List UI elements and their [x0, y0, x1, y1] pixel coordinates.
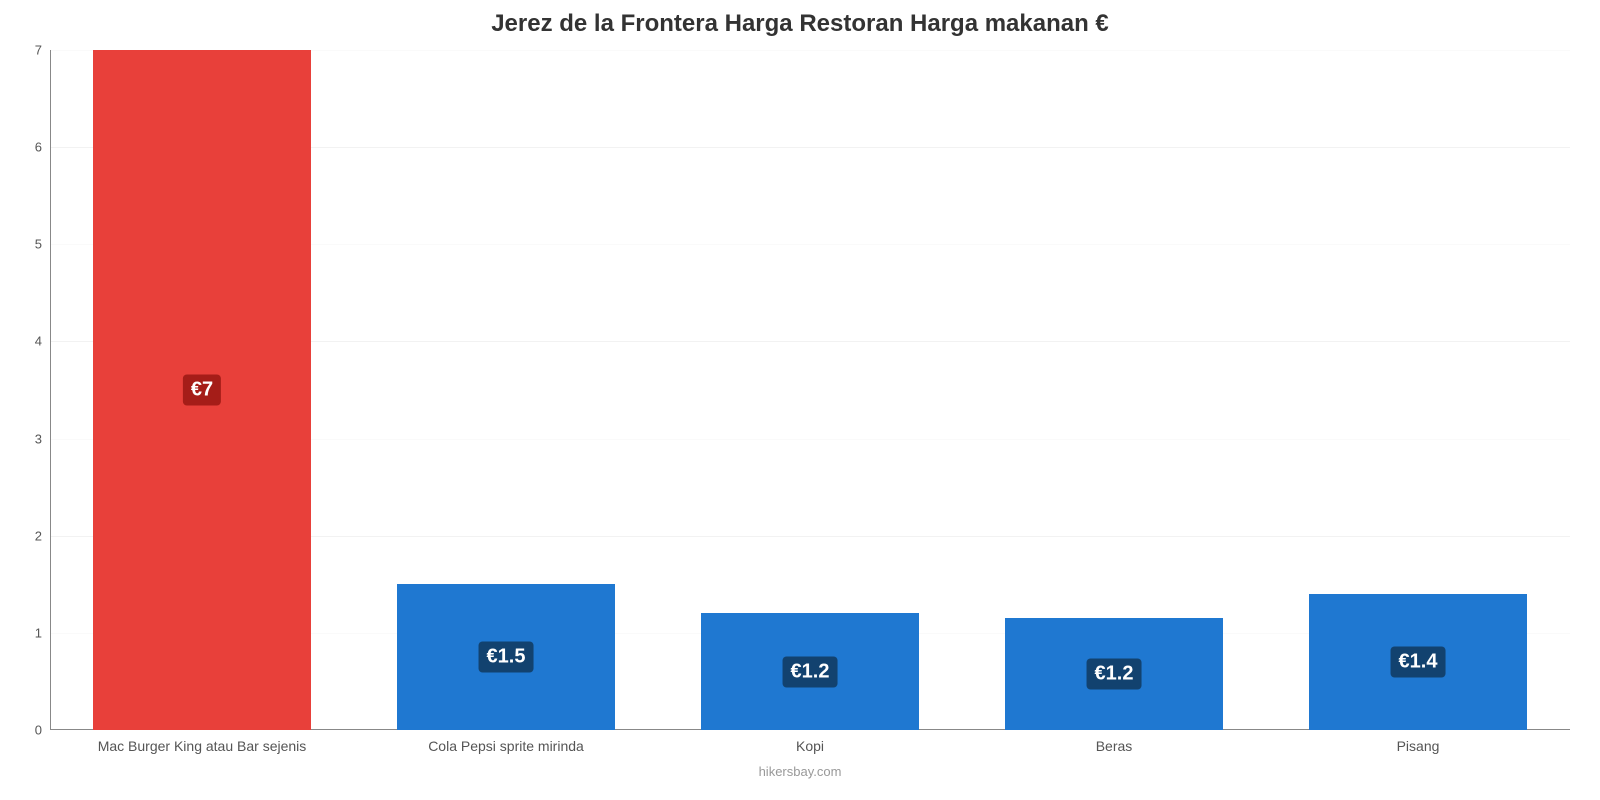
x-axis-labels: Mac Burger King atau Bar sejenisCola Pep… [50, 738, 1570, 754]
chart-container: Jerez de la Frontera Harga Restoran Harg… [0, 0, 1600, 800]
y-tick-label: 3 [35, 431, 50, 446]
y-tick-label: 6 [35, 140, 50, 155]
y-tick-label: 7 [35, 43, 50, 58]
bar-slot: €1.5 [354, 50, 658, 730]
y-tick-label: 0 [35, 723, 50, 738]
bar-slot: €1.2 [658, 50, 962, 730]
bar-value-label: €1.2 [783, 656, 838, 687]
bars-layer: €7 €1.5 €1.2 €1.2 €1.4 [50, 50, 1570, 730]
chart-credit: hikersbay.com [0, 764, 1600, 779]
x-tick-label: Beras [962, 738, 1266, 754]
bar-slot: €7 [50, 50, 354, 730]
bar-value-label: €1.2 [1087, 659, 1142, 690]
bar-value-label: €1.5 [479, 642, 534, 673]
bar-slot: €1.2 [962, 50, 1266, 730]
y-tick-label: 1 [35, 625, 50, 640]
y-tick-label: 4 [35, 334, 50, 349]
x-tick-label: Pisang [1266, 738, 1570, 754]
chart-title: Jerez de la Frontera Harga Restoran Harg… [0, 10, 1600, 38]
y-tick-label: 5 [35, 237, 50, 252]
x-tick-label: Cola Pepsi sprite mirinda [354, 738, 658, 754]
y-tick-label: 2 [35, 528, 50, 543]
bar-value-label: €1.4 [1391, 647, 1446, 678]
x-tick-label: Mac Burger King atau Bar sejenis [50, 738, 354, 754]
bar-slot: €1.4 [1266, 50, 1570, 730]
x-tick-label: Kopi [658, 738, 962, 754]
plot-area: 01234567 €7€1.5€1.2€1.2€1.4 [50, 50, 1570, 730]
bar-value-label: €7 [183, 375, 221, 406]
